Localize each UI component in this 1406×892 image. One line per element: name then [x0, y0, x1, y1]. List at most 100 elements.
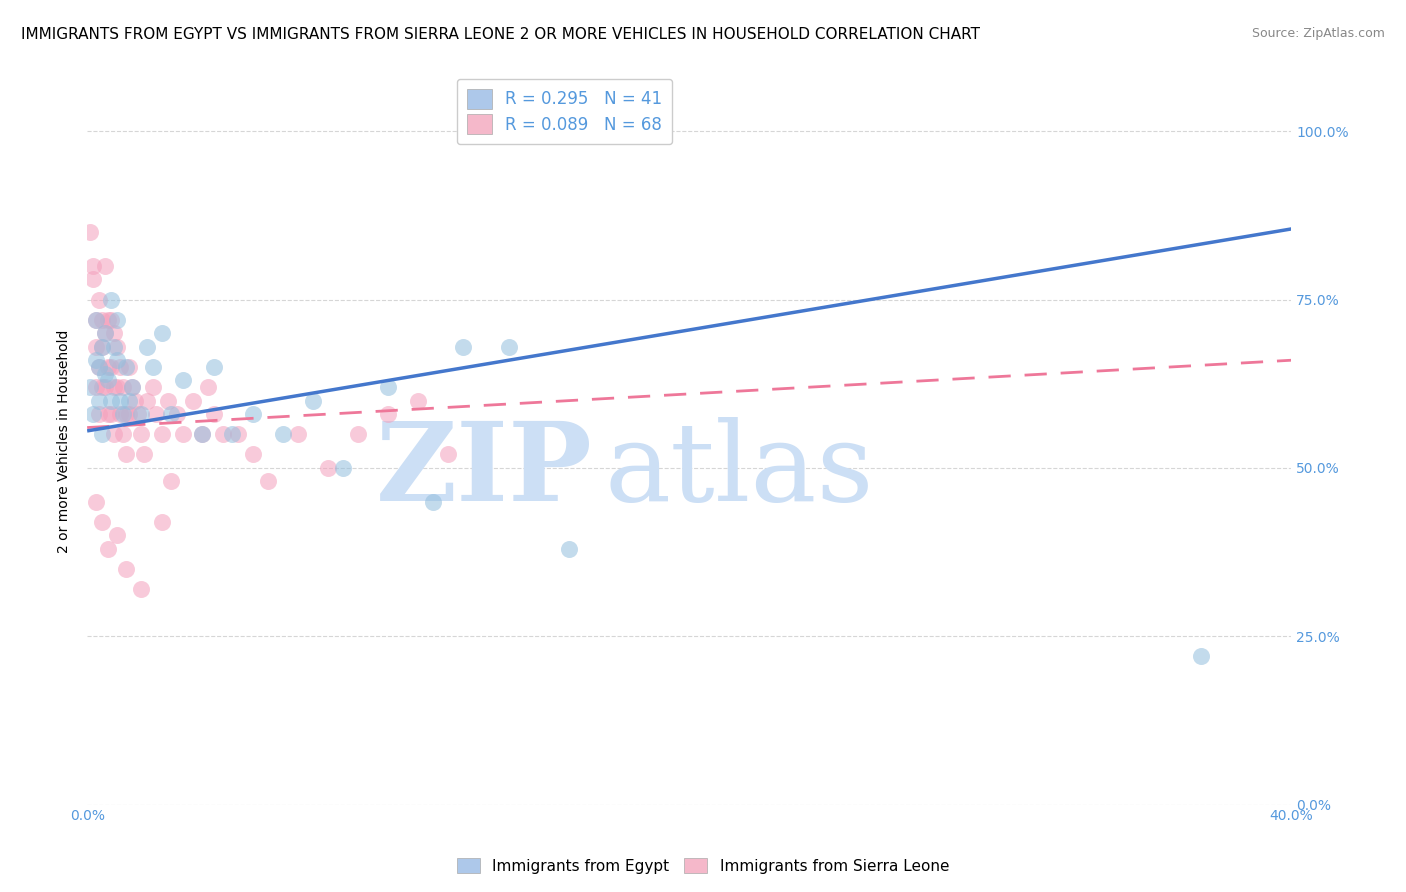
Text: ZIP: ZIP: [377, 417, 593, 524]
Point: [1189, 649, 1212, 664]
Point: [103, 427, 125, 442]
Point: [316, 461, 339, 475]
Point: [100, 393, 122, 408]
Point: [97, 313, 120, 327]
Point: [131, 407, 153, 421]
Point: [118, 393, 141, 408]
Point: [100, 293, 122, 307]
Point: [110, 359, 132, 374]
Legend: R = 0.295   N = 41, R = 0.089   N = 68: R = 0.295 N = 41, R = 0.089 N = 68: [457, 78, 672, 145]
Point: [142, 380, 165, 394]
Point: [112, 427, 135, 442]
Point: [91, 313, 114, 327]
Point: [103, 326, 125, 341]
Point: [173, 373, 195, 387]
Point: [110, 393, 132, 408]
Point: [97, 359, 120, 374]
Point: [94, 326, 117, 341]
Point: [142, 359, 165, 374]
Point: [202, 407, 225, 421]
Point: [105, 313, 128, 327]
Point: [82, 259, 104, 273]
Point: [131, 427, 153, 442]
Point: [103, 340, 125, 354]
Point: [121, 380, 143, 394]
Point: [145, 407, 167, 421]
Point: [118, 407, 141, 421]
Point: [118, 359, 141, 374]
Point: [89, 293, 111, 307]
Point: [152, 427, 174, 442]
Point: [181, 393, 204, 408]
Point: [94, 326, 117, 341]
Point: [136, 340, 159, 354]
Point: [121, 380, 143, 394]
Y-axis label: 2 or more Vehicles in Household: 2 or more Vehicles in Household: [58, 329, 72, 553]
Point: [105, 528, 128, 542]
Point: [82, 407, 104, 421]
Point: [160, 475, 183, 489]
Point: [91, 340, 114, 354]
Point: [79, 380, 101, 394]
Point: [287, 427, 309, 442]
Point: [89, 359, 111, 374]
Point: [437, 448, 460, 462]
Point: [112, 380, 135, 394]
Point: [97, 541, 120, 556]
Point: [84, 340, 107, 354]
Point: [89, 407, 111, 421]
Point: [91, 340, 114, 354]
Point: [100, 359, 122, 374]
Point: [377, 380, 399, 394]
Point: [377, 407, 399, 421]
Point: [226, 427, 249, 442]
Point: [332, 461, 354, 475]
Point: [84, 353, 107, 368]
Text: atlas: atlas: [605, 417, 875, 524]
Point: [271, 427, 294, 442]
Point: [115, 359, 138, 374]
Point: [422, 494, 444, 508]
Point: [115, 448, 138, 462]
Point: [453, 340, 475, 354]
Point: [152, 515, 174, 529]
Point: [347, 427, 370, 442]
Point: [94, 259, 117, 273]
Point: [110, 407, 132, 421]
Point: [100, 407, 122, 421]
Point: [124, 393, 146, 408]
Point: [97, 373, 120, 387]
Point: [112, 407, 135, 421]
Point: [103, 380, 125, 394]
Point: [115, 562, 138, 576]
Point: [89, 359, 111, 374]
Text: Source: ZipAtlas.com: Source: ZipAtlas.com: [1251, 27, 1385, 40]
Point: [79, 225, 101, 239]
Point: [302, 393, 325, 408]
Point: [91, 515, 114, 529]
Point: [136, 393, 159, 408]
Point: [105, 340, 128, 354]
Point: [498, 340, 520, 354]
Point: [127, 407, 149, 421]
Point: [134, 448, 156, 462]
Point: [558, 541, 581, 556]
Point: [100, 313, 122, 327]
Point: [190, 427, 212, 442]
Point: [202, 359, 225, 374]
Point: [221, 427, 243, 442]
Legend: Immigrants from Egypt, Immigrants from Sierra Leone: Immigrants from Egypt, Immigrants from S…: [451, 852, 955, 880]
Point: [91, 380, 114, 394]
Point: [242, 407, 264, 421]
Text: IMMIGRANTS FROM EGYPT VS IMMIGRANTS FROM SIERRA LEONE 2 OR MORE VEHICLES IN HOUS: IMMIGRANTS FROM EGYPT VS IMMIGRANTS FROM…: [21, 27, 980, 42]
Point: [173, 427, 195, 442]
Point: [89, 393, 111, 408]
Point: [197, 380, 219, 394]
Point: [408, 393, 430, 408]
Point: [84, 494, 107, 508]
Point: [157, 393, 180, 408]
Point: [115, 407, 138, 421]
Point: [84, 313, 107, 327]
Point: [131, 582, 153, 596]
Point: [190, 427, 212, 442]
